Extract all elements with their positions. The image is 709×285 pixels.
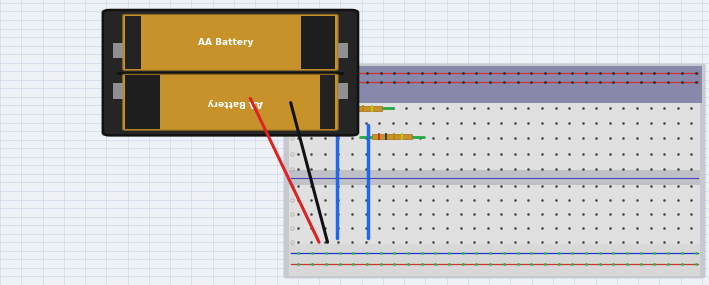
Text: AA Battery: AA Battery [198, 38, 253, 47]
Bar [372, 134, 413, 139]
Bar [338, 84, 348, 99]
Bar [113, 84, 123, 99]
Text: AA Battery: AA Battery [208, 98, 263, 107]
Bar [338, 43, 348, 58]
FancyBboxPatch shape [123, 15, 338, 70]
Bar [341, 106, 382, 111]
Bar [320, 76, 335, 129]
FancyBboxPatch shape [103, 10, 358, 135]
Bar [125, 76, 160, 129]
Bar [125, 16, 141, 69]
Bar [113, 43, 123, 58]
FancyBboxPatch shape [284, 64, 705, 278]
Bar [287, 66, 702, 103]
FancyBboxPatch shape [123, 74, 338, 130]
Bar [289, 244, 700, 276]
Bar [289, 103, 700, 276]
Bar [301, 16, 335, 69]
Bar [289, 170, 700, 185]
